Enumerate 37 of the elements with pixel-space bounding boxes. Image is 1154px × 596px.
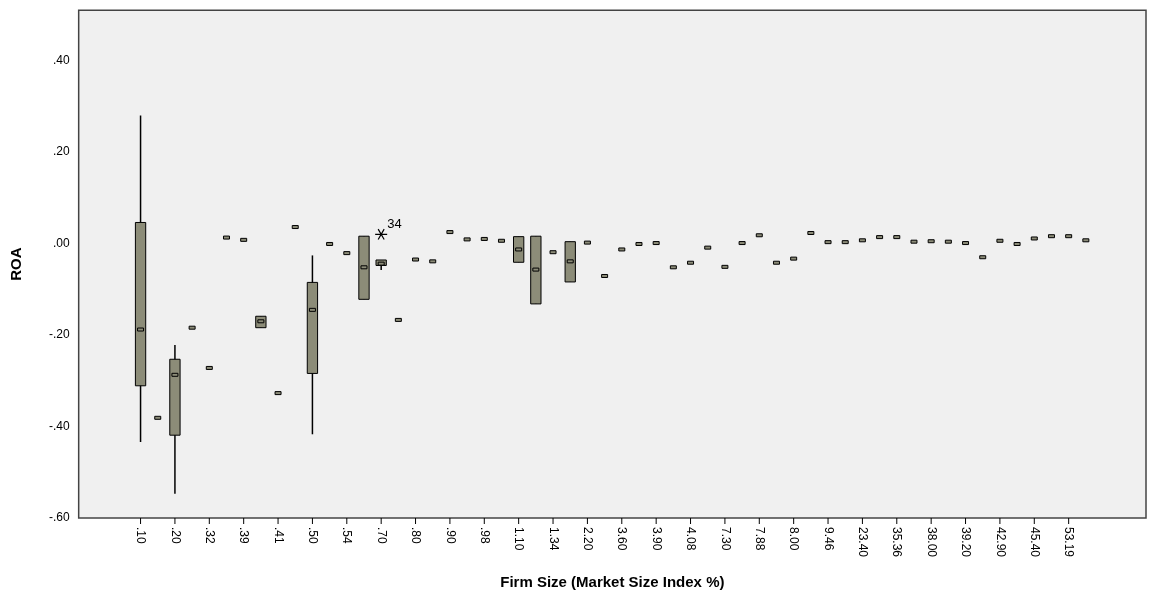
- x-tick-label: 1.34: [546, 527, 561, 551]
- annotation: 34: [387, 216, 402, 232]
- x-tick-label: 2.20: [581, 527, 596, 551]
- x-tick-label: 35.36: [890, 527, 905, 558]
- x-tick-label: .80: [409, 527, 424, 545]
- y-tick-label: .40: [52, 52, 70, 67]
- y-tick-label: -.20: [48, 327, 70, 342]
- x-tick-label: .70: [374, 527, 389, 545]
- x-tick-label: 39.20: [959, 527, 974, 558]
- x-tick-label: 7.88: [752, 527, 767, 551]
- x-tick-label: .98: [477, 527, 492, 545]
- y-tick-label: -.40: [48, 418, 70, 433]
- y-tick-label: .20: [52, 144, 70, 159]
- x-tick-label: 7.30: [718, 527, 733, 551]
- y-axis-title: ROA: [7, 247, 25, 281]
- x-tick-label: .20: [168, 527, 183, 545]
- x-tick-label: .32: [202, 527, 217, 545]
- x-tick-label: 9.46: [821, 527, 836, 551]
- x-tick-label: 42.90: [993, 527, 1008, 558]
- x-tick-label: .50: [306, 527, 321, 545]
- x-tick-label: 3.60: [615, 527, 630, 551]
- x-tick-label: .90: [443, 527, 458, 545]
- x-tick-label: 45.40: [1027, 527, 1042, 558]
- x-axis-title: Firm Size (Market Size Index %): [500, 573, 725, 591]
- x-tick-label: .54: [340, 527, 355, 545]
- x-tick-label: 4.08: [684, 527, 699, 551]
- x-tick-label: .39: [237, 527, 252, 545]
- x-tick-label: 8.00: [787, 527, 802, 551]
- x-tick-label: 3.90: [649, 527, 664, 551]
- x-tick-label: 38.00: [924, 527, 939, 558]
- y-tick-label: -.60: [48, 510, 70, 525]
- x-tick-label: 53.19: [1062, 527, 1077, 558]
- x-tick-label: 23.40: [856, 527, 871, 558]
- x-tick-label: .10: [134, 527, 149, 545]
- y-tick-label: .00: [52, 235, 70, 250]
- x-tick-label: 1.10: [512, 527, 527, 551]
- x-tick-label: .41: [271, 527, 286, 545]
